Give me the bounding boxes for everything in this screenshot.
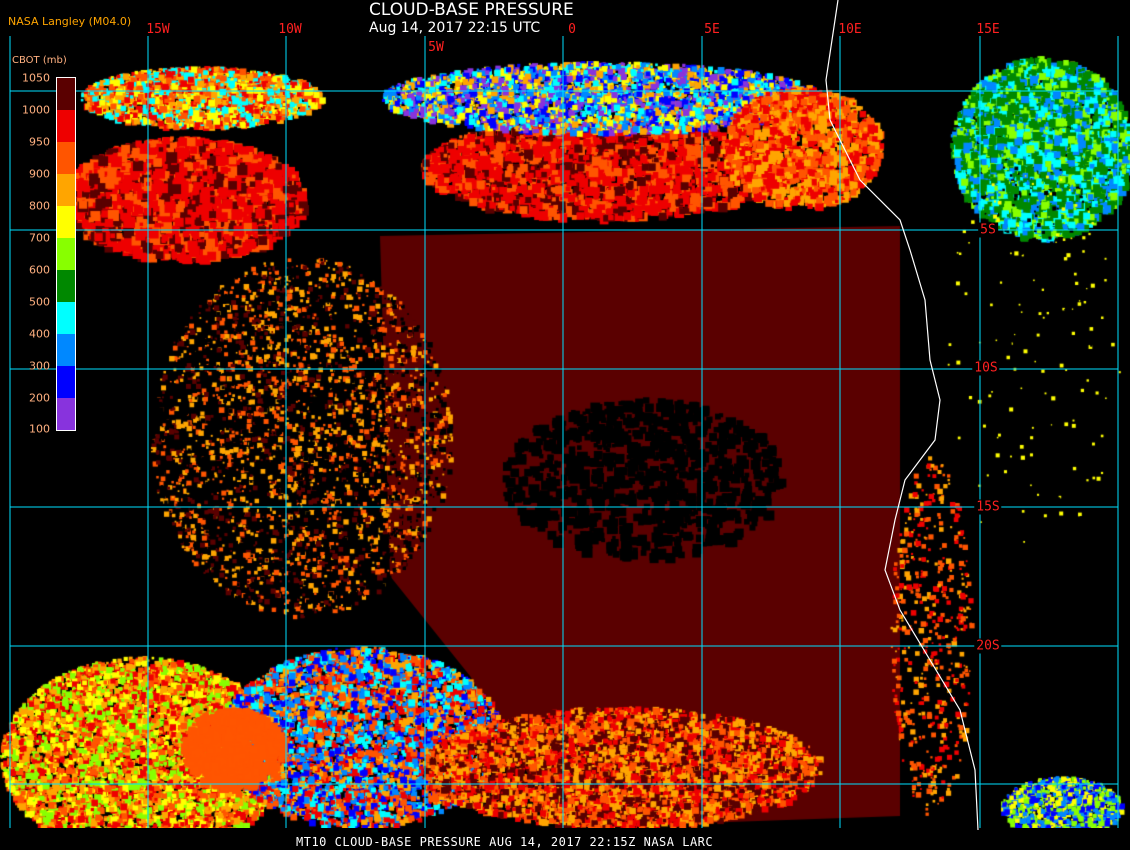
footer-caption: MT10 CLOUD-BASE PRESSURE AUG 14, 2017 22… [296,835,714,849]
legend-label: 400 [29,327,50,341]
legend-label: 200 [29,391,50,405]
legend-swatch [57,270,75,302]
legend-swatch [57,110,75,142]
legend-label: 950 [29,135,50,149]
lat-label: 15S [974,499,1002,515]
legend-title: CBOT (mb) [12,55,67,66]
legend-label: 700 [29,231,50,245]
legend-swatch [57,398,75,430]
legend-label: 300 [29,359,50,373]
lon-label: 0 [568,22,576,37]
legend-swatch [57,302,75,334]
legend-swatch [57,334,75,366]
lon-label: 15E [976,22,1000,37]
lat-label: 5S [978,222,998,238]
legend-label: 100 [29,422,50,436]
legend-label: 600 [29,263,50,277]
legend-swatch [57,142,75,174]
legend-swatch [57,366,75,398]
lon-label: 15W [146,22,170,37]
lon-label: 10W [278,22,302,37]
legend-swatch [57,78,75,110]
legend-label: 900 [29,167,50,181]
legend-swatch [57,174,75,206]
lon-label: 5E [704,22,720,37]
lon-label: 10E [838,22,862,37]
legend-swatch [57,238,75,270]
lat-label: 10S [972,360,1000,376]
lat-label: 20S [974,638,1002,654]
coastline [825,0,979,831]
lon-label: 5W [426,40,446,55]
cloud-base-pressure-map [0,36,1130,828]
legend-label: 800 [29,199,50,213]
map-timestamp: Aug 14, 2017 22:15 UTC [369,20,541,36]
legend-swatch [57,206,75,238]
legend-label: 1000 [22,103,50,117]
legend-label: 500 [29,295,50,309]
organization-label: NASA Langley (M04.0) [8,15,132,28]
map-title: CLOUD-BASE PRESSURE [369,0,574,20]
legend-label: 1050 [22,71,50,85]
legend-color-bar [56,77,76,431]
